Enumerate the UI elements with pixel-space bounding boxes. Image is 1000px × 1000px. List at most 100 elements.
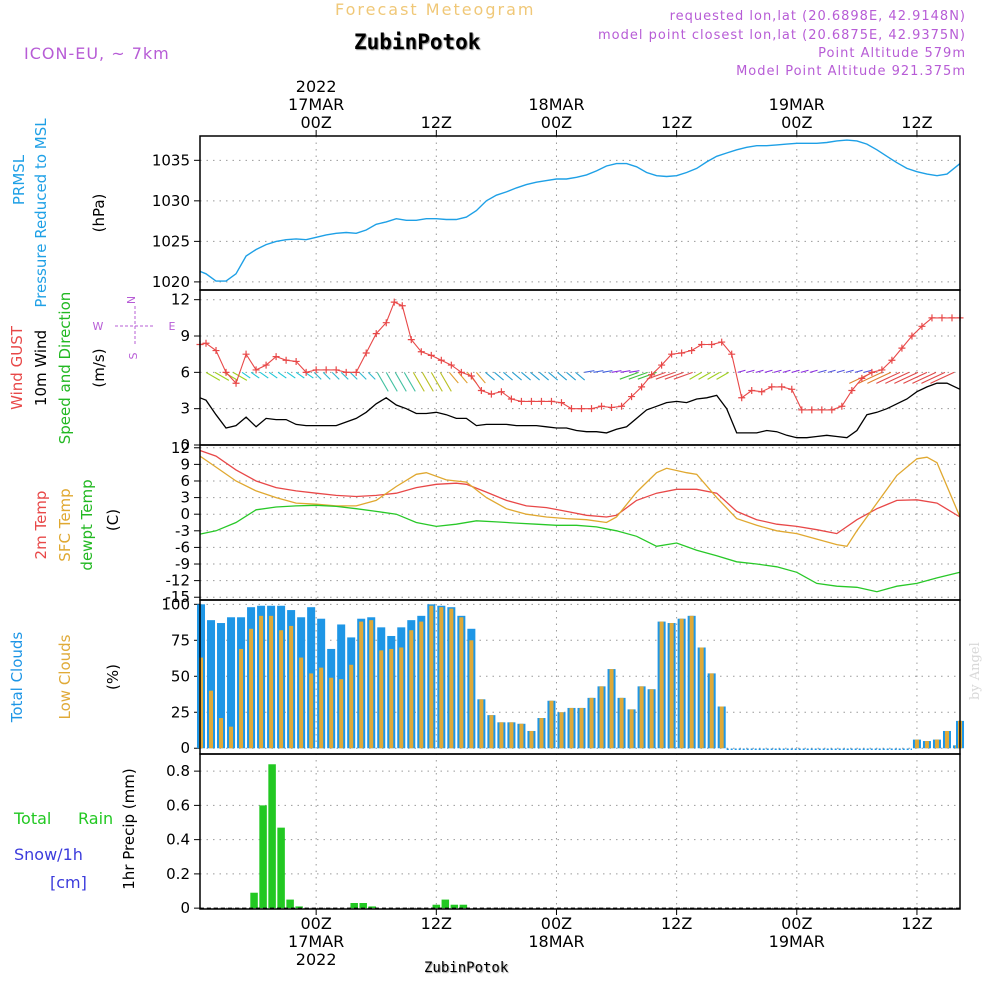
low-cloud-bar [924, 741, 929, 749]
bottom-time-label: 12Z [901, 914, 932, 933]
wind-arrow [295, 371, 305, 379]
wind-arrow [268, 371, 278, 379]
gust-marker [202, 339, 210, 347]
gust-marker [888, 356, 896, 364]
y-tick-label: 1025 [152, 232, 190, 250]
low-cloud-bar [299, 657, 304, 749]
wind-arrow [503, 371, 513, 381]
low-cloud-bar [519, 723, 524, 749]
y-tick-label: 100 [161, 595, 190, 613]
wind-arrow [358, 371, 367, 380]
temp-2m-label: 2m Temp [32, 491, 50, 560]
wind-arrow [322, 371, 331, 380]
rain-bar [441, 899, 450, 909]
gust-marker [417, 348, 425, 356]
gust-marker [678, 349, 686, 357]
wind-arrow [448, 371, 459, 384]
y-tick-label: 50 [171, 667, 190, 685]
gust-marker [332, 366, 340, 374]
low-cloud-bar [259, 615, 264, 749]
low-cloud-bar [389, 648, 394, 749]
gust-marker [948, 314, 956, 322]
rain-bar [459, 904, 468, 909]
wind-arrow [836, 369, 845, 373]
wind-arrow [894, 371, 919, 384]
gust-marker [728, 350, 736, 358]
y-tick-label: 1030 [152, 192, 190, 210]
rain-bar [450, 904, 459, 909]
temp-sfc-line [199, 455, 961, 548]
low-cloud-bar [279, 630, 284, 749]
site-title: ZubinPotok [354, 30, 481, 54]
gust-marker [838, 402, 846, 410]
bottom-date-label: 19MAR [769, 932, 825, 951]
low-cloud-bar [509, 722, 514, 749]
gust-marker [938, 314, 946, 322]
wind-arrow [521, 371, 531, 381]
gust-marker [527, 397, 535, 405]
wind-arrow [512, 371, 522, 381]
low-cloud-bar [339, 679, 344, 749]
gust-marker [858, 374, 866, 382]
rain-bar [268, 764, 276, 909]
temp-2m-line [199, 449, 961, 535]
compass-s: S [127, 352, 140, 359]
wind-arrow [331, 371, 340, 380]
gust-marker [222, 368, 230, 376]
low-cloud-bar [239, 648, 244, 749]
panel-frame [199, 289, 961, 446]
wind-arrow [421, 372, 434, 392]
low-cloud-bar [329, 677, 334, 749]
gust-marker [618, 402, 626, 410]
rain-bar [359, 903, 367, 909]
low-cloud-bar [659, 621, 664, 749]
gust-marker [477, 387, 485, 395]
total-cloud-bar [207, 620, 216, 749]
precip-label: 1hr Precip (mm) [120, 768, 138, 889]
gust-marker [312, 366, 320, 374]
low-cloud-bar [944, 730, 949, 749]
y-tick-label: 6 [180, 363, 190, 381]
cm-label: [cm] [50, 873, 87, 892]
low-cloud-bar [489, 715, 494, 749]
y-tick-label: 0 [180, 739, 190, 757]
wind-arrow [629, 370, 640, 373]
wind-arrow [689, 371, 702, 380]
gust-marker [638, 383, 646, 391]
point-altitude: Point Altitude 579m [818, 46, 966, 61]
temp-unit: (C) [104, 509, 122, 531]
rain-bar [368, 906, 376, 909]
y-tick-label: 6 [180, 472, 190, 490]
wind-arrow [214, 371, 230, 381]
gust-marker [898, 344, 906, 352]
low-cloud-bar [439, 607, 444, 749]
wind-arrow [764, 369, 773, 373]
gust-marker [262, 361, 270, 369]
wind-arrow [912, 371, 937, 384]
low-clouds-label: Low Clouds [56, 634, 74, 719]
wind-arrow [611, 370, 622, 373]
low-cloud-bar [599, 686, 604, 749]
y-tick-label: -9 [175, 555, 190, 573]
wind-arrow [548, 371, 559, 381]
low-cloud-bar [669, 623, 674, 749]
bottom-date-label: 18MAR [528, 932, 584, 951]
wind-arrow [539, 371, 549, 381]
wind-arrow [530, 371, 540, 381]
low-cloud-bar [349, 664, 354, 749]
low-cloud-bar [609, 669, 614, 749]
bottom-year-label: 2022 [296, 950, 337, 969]
snow-label: Snow/1h [14, 845, 83, 864]
y-tick-label: 0 [180, 899, 190, 917]
top-date-label: 18MAR [528, 95, 584, 114]
model-label: ICON-EU, ~ 7km [24, 44, 170, 63]
wind-arrow [475, 371, 486, 384]
low-cloud-bar [629, 709, 634, 749]
low-cloud-bar [289, 625, 294, 749]
low-cloud-bar [269, 615, 274, 749]
low-cloud-bar [319, 667, 324, 749]
top-date-label: 17MAR [288, 95, 344, 114]
low-cloud-bar [589, 697, 594, 749]
total-clouds-label: Total Clouds [8, 632, 26, 724]
